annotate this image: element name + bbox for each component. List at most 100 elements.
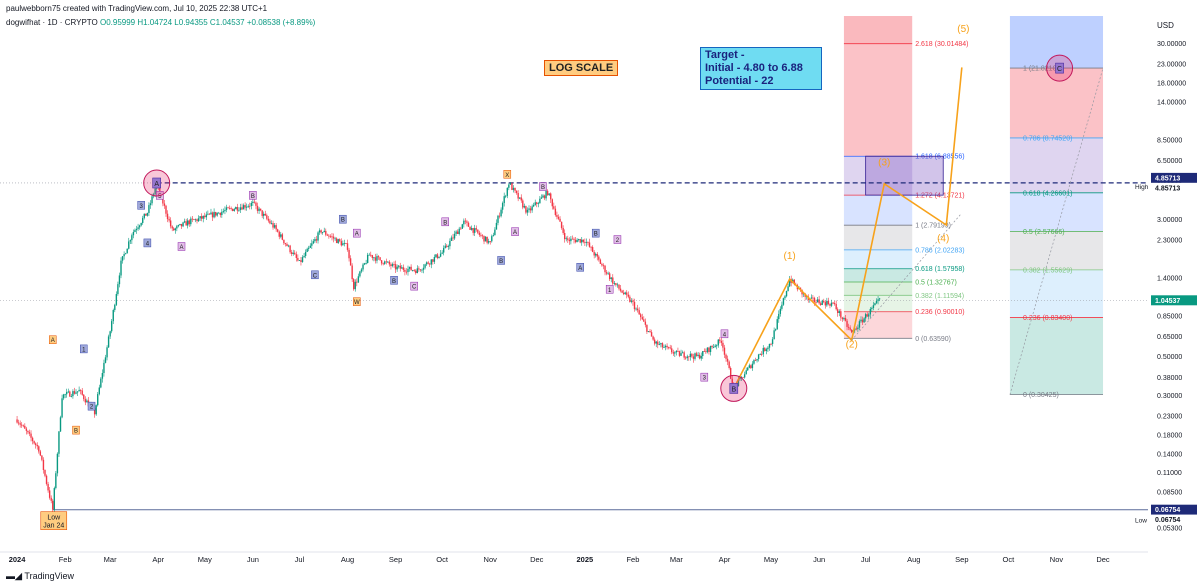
- candle: [238, 207, 240, 212]
- candle-body: [534, 202, 536, 205]
- candle-body: [759, 354, 761, 355]
- candle: [478, 230, 481, 237]
- candle-body: [629, 296, 631, 302]
- candle: [641, 313, 643, 321]
- candle-body: [610, 277, 612, 280]
- candle: [460, 226, 462, 230]
- candle: [523, 203, 526, 209]
- candle-body: [567, 238, 569, 240]
- candle-body: [717, 339, 719, 346]
- candle-body: [781, 304, 783, 309]
- candle: [314, 237, 316, 243]
- candle-body: [526, 209, 529, 213]
- fib-right-level-label: 1 (21.82109): [1023, 66, 1063, 73]
- wave-label: (2): [846, 339, 858, 350]
- candle: [574, 237, 577, 244]
- candle: [230, 206, 232, 211]
- candle: [72, 389, 74, 399]
- candle: [182, 221, 184, 228]
- candle: [551, 198, 553, 210]
- candle-body: [821, 300, 823, 305]
- candle-body: [242, 205, 245, 210]
- candle-body: [725, 354, 727, 359]
- candle: [743, 371, 746, 379]
- candle: [481, 234, 484, 240]
- candle-body: [408, 266, 411, 269]
- candle-body: [677, 350, 679, 352]
- fib-right-zone: [1009, 192, 1104, 232]
- candle: [205, 211, 208, 221]
- candle-body: [776, 319, 778, 330]
- fib-right-level-label: 0.618 (4.26601): [1023, 190, 1072, 197]
- candle: [365, 259, 367, 265]
- candle-body: [588, 242, 591, 247]
- candle: [581, 236, 583, 246]
- candle-body: [218, 212, 220, 214]
- y-tick-label: 0.65000: [1157, 334, 1182, 341]
- candle: [394, 260, 397, 273]
- candle: [585, 238, 588, 247]
- candle: [571, 235, 574, 240]
- candle: [62, 393, 65, 401]
- candle: [675, 350, 678, 356]
- candle-body: [661, 343, 664, 348]
- candle: [708, 346, 710, 355]
- candle: [321, 231, 324, 235]
- minor-wave-label-text: A: [578, 266, 582, 272]
- candle-body: [252, 201, 254, 203]
- candle: [827, 297, 830, 306]
- candle-body: [771, 339, 774, 344]
- candle-body: [497, 215, 499, 223]
- candle: [236, 203, 239, 214]
- candle-body: [582, 239, 585, 242]
- candle-body: [250, 202, 253, 206]
- candle-body: [751, 363, 754, 369]
- candle-body: [500, 209, 502, 217]
- candle-body: [444, 245, 446, 248]
- candle-body: [491, 236, 493, 242]
- candle: [635, 307, 637, 311]
- candle: [320, 229, 322, 235]
- candle-body: [33, 441, 35, 444]
- candle-body: [442, 247, 445, 253]
- candle: [266, 213, 268, 221]
- candle: [34, 442, 37, 449]
- candle-body: [118, 275, 121, 285]
- candle-body: [478, 232, 481, 235]
- target-zone-box: [865, 155, 944, 196]
- candle: [112, 308, 114, 325]
- candle: [345, 242, 347, 244]
- candle: [663, 344, 665, 348]
- candle-body: [290, 252, 293, 254]
- candle: [169, 217, 172, 229]
- candle-body: [601, 263, 603, 266]
- candle-body: [581, 239, 583, 243]
- candle: [298, 260, 301, 261]
- candle: [653, 337, 656, 346]
- candle-body: [365, 262, 367, 264]
- y-tick-label: 0.50000: [1157, 354, 1182, 361]
- candle: [124, 252, 127, 255]
- symbol-name[interactable]: dogwifhat · 1D · CRYPTO: [6, 18, 98, 27]
- fib-right-zone: [1009, 137, 1104, 193]
- candle: [768, 343, 771, 351]
- minor-wave-label-box: [700, 372, 709, 382]
- candle-body: [202, 215, 204, 219]
- candle: [812, 294, 814, 302]
- candle-body: [456, 231, 459, 235]
- candle: [261, 210, 263, 219]
- candle-body: [757, 354, 760, 360]
- candle-body: [669, 347, 671, 349]
- candle-body: [70, 396, 73, 397]
- candle-body: [650, 332, 653, 337]
- candle-body: [590, 246, 592, 248]
- candle-body: [664, 345, 667, 348]
- candle: [495, 219, 498, 230]
- candle-body: [536, 202, 538, 204]
- minor-wave-label-box: [177, 242, 186, 251]
- candle: [379, 257, 381, 261]
- x-tick-label: Mar: [104, 555, 117, 564]
- candle: [118, 272, 121, 288]
